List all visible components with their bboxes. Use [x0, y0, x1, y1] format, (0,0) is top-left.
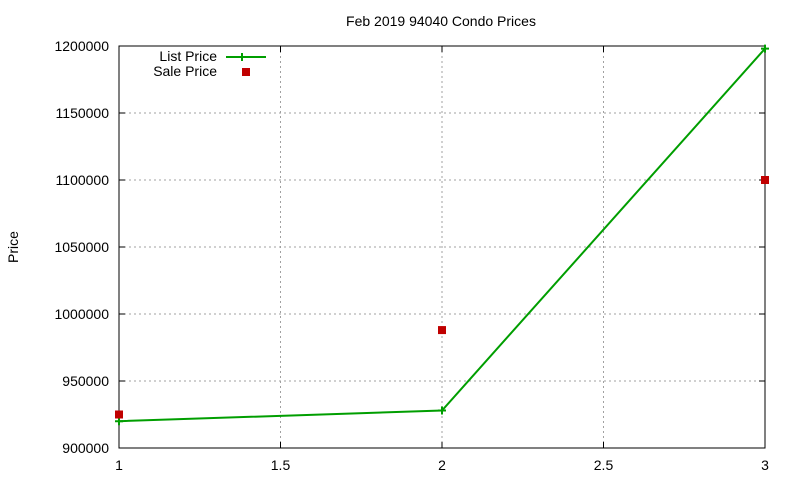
x-tick-label: 3 [761, 457, 769, 473]
x-tick-label: 2.5 [594, 457, 614, 473]
y-tick-label: 1000000 [54, 306, 109, 322]
sale-price-marker [761, 176, 769, 184]
sale-price-marker [438, 326, 446, 335]
legend-sale-price-label: Sale Price [153, 63, 217, 79]
y-tick-label: 1100000 [56, 172, 110, 188]
list-price-marker [438, 406, 446, 415]
list-price-line [118, 48, 766, 423]
y-tick-label: 1150000 [56, 105, 110, 121]
sale-price-marker [115, 410, 123, 419]
list-price-marker [761, 44, 769, 53]
y-tick-label: 1050000 [54, 239, 109, 255]
x-tick-label: 1.5 [271, 457, 291, 473]
plot-border [118, 45, 766, 449]
x-tick-label: 1 [115, 457, 123, 473]
chart-title: Feb 2019 94040 Condo Prices [346, 13, 536, 29]
legend-list-price-label: List Price [159, 48, 217, 64]
legend-sale-price-marker [242, 68, 250, 76]
y-tick-label: 1200000 [54, 38, 109, 54]
list-price-marker [115, 417, 123, 426]
y-tick-label: 950000 [62, 373, 109, 389]
x-tick-label: 2 [438, 457, 446, 473]
y-axis-label: Price [5, 231, 21, 263]
y-tick-label: 900000 [62, 440, 109, 456]
